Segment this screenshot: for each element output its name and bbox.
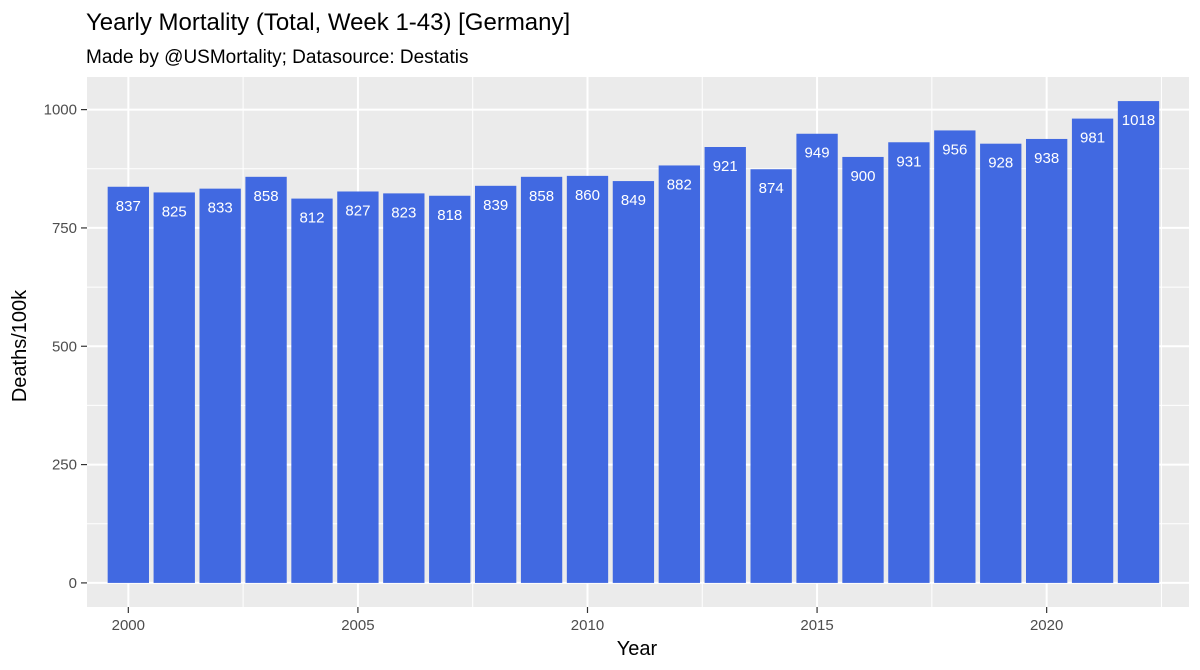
x-axis: 2000 2005 2010 2015 2020	[112, 607, 1063, 634]
bar-2018	[934, 130, 976, 583]
bar-2003	[245, 176, 287, 583]
bar-2021	[1071, 118, 1114, 583]
bars	[107, 101, 1160, 583]
bar-2006	[383, 193, 425, 583]
bar-2005	[337, 191, 379, 583]
bar-2022	[1117, 101, 1160, 583]
bar-label-2011: 849	[621, 192, 646, 209]
bar-label-2015: 949	[805, 145, 830, 162]
bar-label-2019: 928	[988, 155, 1013, 172]
y-axis-title: Deaths/100k	[9, 289, 31, 402]
bar-label-2004: 812	[299, 210, 324, 227]
bar-label-2000: 837	[116, 198, 141, 215]
bar-label-2016: 900	[850, 168, 875, 185]
bar-2010	[566, 175, 609, 583]
bar-label-2005: 827	[345, 202, 370, 219]
bar-2014	[750, 169, 792, 583]
bar-2011	[612, 181, 655, 583]
bar-label-2021: 981	[1080, 130, 1105, 147]
bar-2009	[520, 176, 563, 583]
bar-label-2002: 833	[208, 200, 233, 217]
bar-2020	[1025, 138, 1068, 583]
x-tick-label: 2020	[1030, 617, 1063, 634]
bar-2002	[199, 188, 241, 583]
bar-2013	[704, 147, 746, 583]
bar-label-2014: 874	[759, 180, 784, 197]
bar-label-2017: 931	[896, 153, 921, 170]
bar-label-2006: 823	[391, 204, 416, 221]
bar-2001	[153, 192, 195, 583]
x-tick-label: 2015	[800, 617, 833, 634]
y-tick-label: 250	[52, 457, 77, 474]
y-tick-label: 500	[52, 338, 77, 355]
bar-2016	[842, 156, 884, 583]
bar-2004	[291, 198, 333, 583]
bar-2008	[474, 185, 517, 583]
y-tick-label: 0	[69, 575, 77, 592]
bar-label-2010: 860	[575, 187, 600, 204]
bar-label-2001: 825	[162, 203, 187, 220]
x-tick-label: 2000	[112, 617, 145, 634]
y-axis: 0 250 500 750 1000	[44, 102, 87, 592]
bar-label-2012: 882	[667, 176, 692, 193]
bar-label-2003: 858	[254, 188, 279, 205]
chart-subtitle: Made by @USMortality; Datasource: Destat…	[86, 47, 469, 68]
bar-value-labels: 837 825 833 858 812 827 823 818 839 858 860 849 882 9…	[116, 112, 1155, 226]
bar-label-2020: 938	[1034, 150, 1059, 167]
bar-label-2018: 956	[942, 141, 967, 158]
x-tick-label: 2005	[341, 617, 374, 634]
bar-2000	[107, 186, 149, 583]
bar-label-2007: 818	[437, 207, 462, 224]
x-tick-label: 2010	[571, 617, 604, 634]
x-axis-title: Year	[617, 638, 658, 660]
bar-2015	[796, 133, 838, 583]
chart-title: Yearly Mortality (Total, Week 1-43) [Ger…	[86, 9, 570, 36]
bar-label-2013: 921	[713, 158, 738, 175]
bar-2012	[658, 165, 700, 583]
bar-2019	[980, 143, 1022, 583]
bar-label-2008: 839	[483, 197, 508, 214]
bar-2017	[888, 142, 930, 583]
y-tick-label: 1000	[44, 102, 77, 119]
bar-2007	[429, 195, 471, 583]
y-tick-label: 750	[52, 220, 77, 237]
bar-label-2022: 1018	[1122, 112, 1155, 129]
bar-label-2009: 858	[529, 188, 554, 205]
